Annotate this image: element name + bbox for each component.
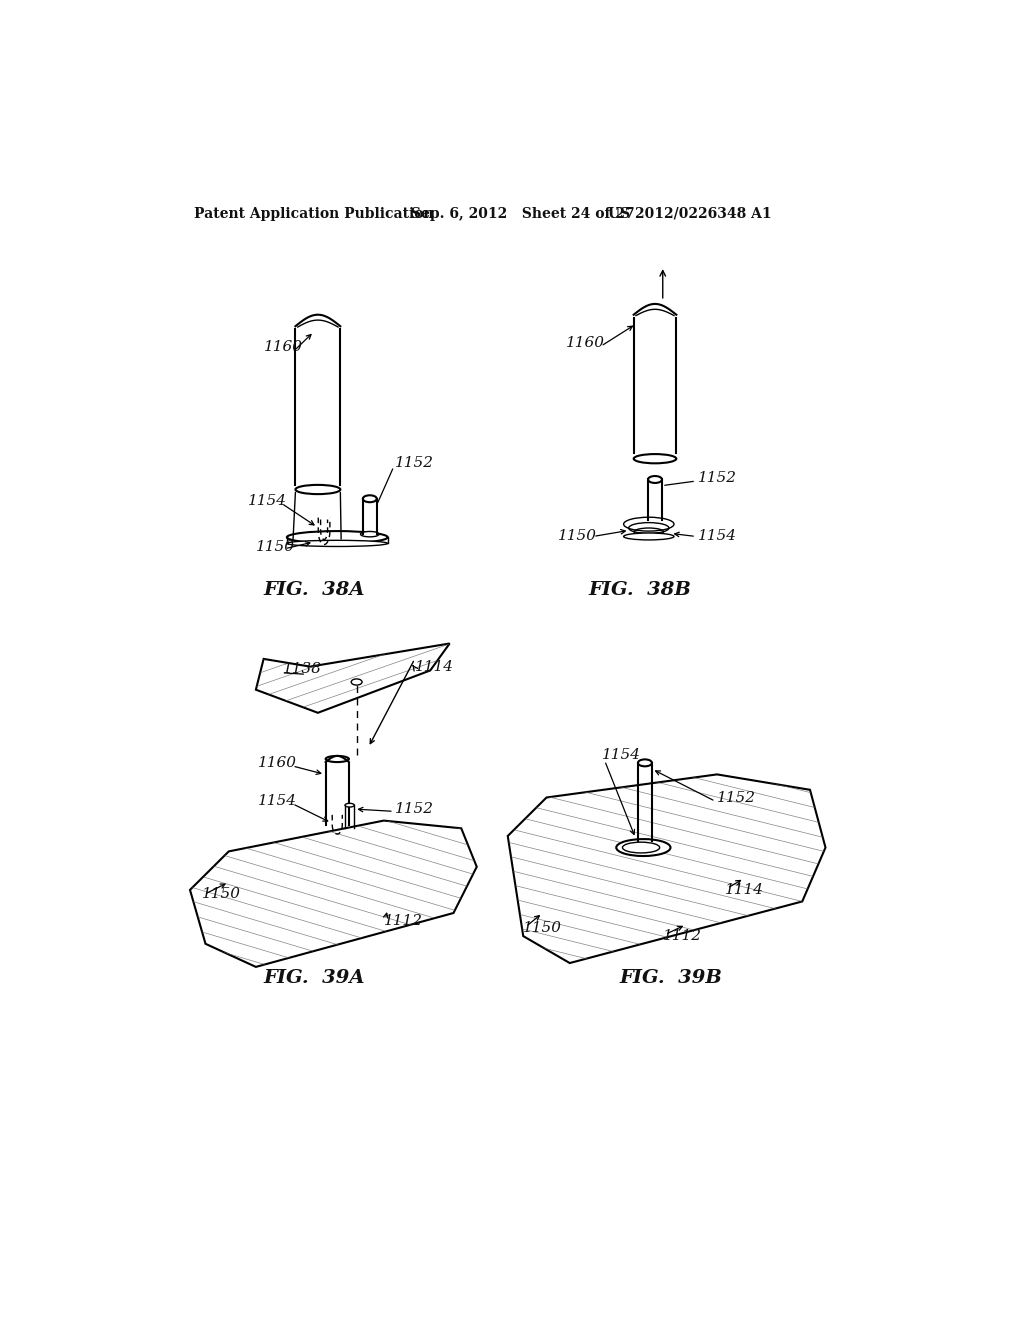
Text: 1152: 1152 [395, 803, 434, 816]
Ellipse shape [624, 533, 674, 540]
Ellipse shape [360, 532, 379, 537]
Text: 1152: 1152 [697, 471, 736, 484]
Ellipse shape [634, 454, 676, 463]
Text: 1150: 1150 [202, 887, 241, 900]
Text: Sep. 6, 2012   Sheet 24 of 27: Sep. 6, 2012 Sheet 24 of 27 [411, 207, 635, 220]
Text: 1160: 1160 [566, 337, 605, 350]
Text: 1112: 1112 [663, 929, 701, 942]
Ellipse shape [351, 678, 362, 685]
Ellipse shape [287, 540, 388, 546]
Text: 1112: 1112 [384, 913, 423, 928]
Polygon shape [508, 775, 825, 964]
Text: FIG.  38A: FIG. 38A [263, 581, 365, 598]
Text: Patent Application Publication: Patent Application Publication [194, 207, 433, 220]
Ellipse shape [362, 495, 377, 502]
Text: 1114: 1114 [415, 660, 454, 673]
Ellipse shape [326, 756, 349, 762]
Ellipse shape [623, 842, 659, 853]
Text: 1154: 1154 [697, 529, 736, 543]
Text: 1150: 1150 [256, 540, 295, 554]
Polygon shape [190, 821, 477, 966]
Text: FIG.  39A: FIG. 39A [263, 969, 365, 987]
Text: 1152: 1152 [395, 455, 434, 470]
Ellipse shape [616, 840, 671, 855]
Text: FIG.  39B: FIG. 39B [620, 969, 722, 987]
Text: 1152: 1152 [717, 791, 756, 804]
Text: 1154: 1154 [602, 748, 641, 762]
Text: 1150: 1150 [558, 529, 597, 543]
Text: FIG.  38B: FIG. 38B [588, 581, 691, 598]
Text: 1114: 1114 [725, 883, 764, 896]
Text: US 2012/0226348 A1: US 2012/0226348 A1 [608, 207, 772, 220]
Text: 1160: 1160 [263, 341, 303, 354]
Polygon shape [256, 644, 450, 713]
Ellipse shape [648, 477, 662, 483]
Ellipse shape [287, 531, 388, 544]
Ellipse shape [638, 759, 652, 767]
Text: 1160: 1160 [258, 756, 297, 770]
Ellipse shape [345, 804, 354, 807]
Ellipse shape [295, 484, 340, 494]
Text: 1154: 1154 [248, 494, 287, 508]
Text: 1138: 1138 [283, 661, 322, 676]
Text: 1150: 1150 [523, 921, 562, 936]
Text: 1154: 1154 [258, 795, 297, 808]
